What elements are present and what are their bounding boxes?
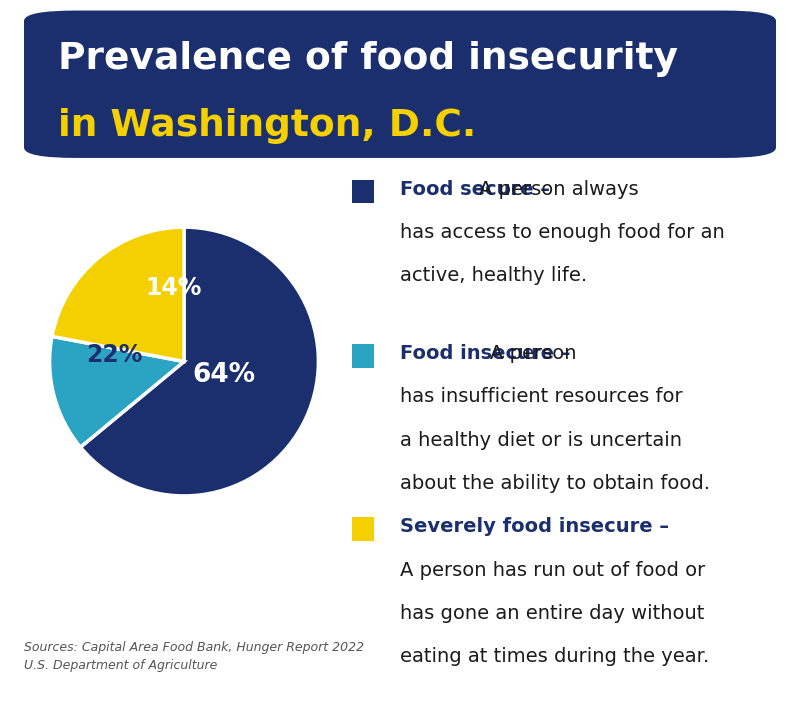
Text: 64%: 64% [193, 362, 256, 388]
Text: 14%: 14% [145, 276, 202, 300]
Text: Severely food insecure –: Severely food insecure – [400, 517, 676, 536]
Text: Prevalence of food insecurity: Prevalence of food insecurity [58, 41, 678, 77]
Text: Food insecure –: Food insecure – [400, 344, 578, 363]
Text: about the ability to obtain food.: about the ability to obtain food. [400, 474, 710, 493]
FancyBboxPatch shape [352, 344, 374, 368]
Text: in Washington, D.C.: in Washington, D.C. [58, 107, 476, 143]
Text: has access to enough food for an: has access to enough food for an [400, 223, 725, 242]
Text: Food secure –: Food secure – [400, 180, 557, 199]
Wedge shape [52, 227, 184, 362]
Text: active, healthy life.: active, healthy life. [400, 266, 587, 286]
Text: a healthy diet or is uncertain: a healthy diet or is uncertain [400, 430, 682, 450]
Text: A person: A person [490, 344, 577, 363]
Text: 22%: 22% [86, 343, 142, 367]
Wedge shape [50, 336, 184, 447]
Text: eating at times during the year.: eating at times during the year. [400, 647, 710, 666]
Text: A person always: A person always [479, 180, 638, 199]
Text: A person has run out of food or: A person has run out of food or [400, 561, 706, 580]
Text: has gone an entire day without: has gone an entire day without [400, 604, 705, 623]
Wedge shape [81, 227, 318, 496]
Text: Sources: Capital Area Food Bank, Hunger Report 2022
U.S. Department of Agricultu: Sources: Capital Area Food Bank, Hunger … [24, 642, 364, 673]
FancyBboxPatch shape [352, 180, 374, 204]
Text: has insufficient resources for: has insufficient resources for [400, 388, 683, 406]
FancyBboxPatch shape [352, 517, 374, 541]
FancyBboxPatch shape [24, 11, 776, 158]
